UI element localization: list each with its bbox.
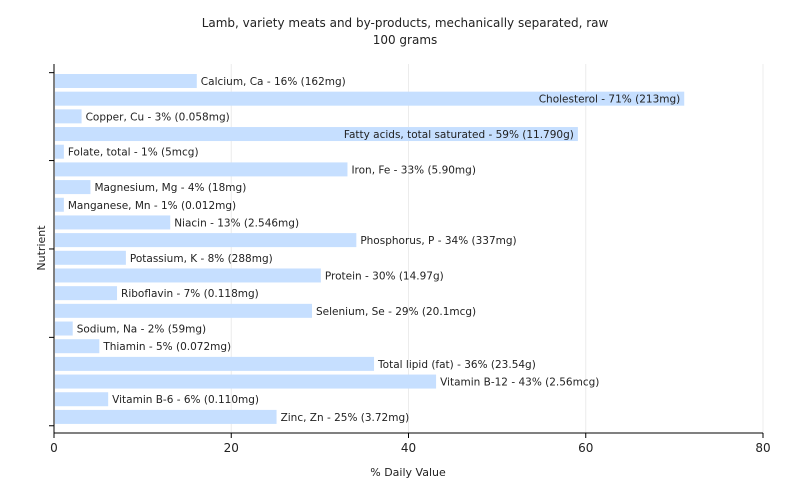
bar-label: Sodium, Na - 2% (59mg) [77, 324, 206, 336]
bar [55, 321, 73, 336]
bar-label: Cholesterol - 71% (213mg) [539, 94, 681, 106]
bar [55, 215, 171, 230]
bar [55, 392, 109, 407]
bar [55, 144, 64, 159]
bar [55, 74, 197, 88]
bar-label: Fatty acids, total saturated - 59% (11.7… [344, 129, 574, 141]
x-tick-label: 40 [401, 441, 416, 455]
bar [55, 162, 348, 177]
chart-subtitle: 100 grams [373, 33, 438, 47]
bar [55, 127, 578, 142]
bar-label: Thiamin - 5% (0.072mg) [102, 341, 231, 353]
bar-label: Magnesium, Mg - 4% (18mg) [94, 182, 246, 194]
bar-label: Niacin - 13% (2.546mg) [174, 217, 299, 229]
bar [55, 109, 82, 124]
bar [55, 91, 685, 106]
bar-label: Total lipid (fat) - 36% (23.54g) [377, 359, 536, 371]
bar [55, 268, 321, 283]
x-tick-label: 60 [578, 441, 593, 455]
bar-label: Selenium, Se - 29% (20.1mcg) [316, 306, 476, 318]
y-axis-label: Nutrient [35, 225, 48, 271]
x-tick-label: 0 [50, 441, 58, 455]
bar [55, 250, 126, 265]
bar-label: Protein - 30% (14.97g) [325, 270, 444, 282]
bar-label: Vitamin B-6 - 6% (0.110mg) [112, 394, 259, 406]
bar [55, 197, 64, 212]
chart-title: Lamb, variety meats and by-products, mec… [202, 16, 609, 30]
bar-label: Riboflavin - 7% (0.118mg) [121, 288, 259, 300]
bar-label: Zinc, Zn - 25% (3.72mg) [281, 412, 410, 424]
bar-label: Folate, total - 1% (5mcg) [68, 147, 199, 159]
bar [55, 409, 277, 424]
bar-label: Calcium, Ca - 16% (162mg) [201, 76, 346, 88]
bar [55, 233, 357, 248]
x-axis-label: % Daily Value [370, 466, 446, 479]
bar-label: Vitamin B-12 - 43% (2.56mcg) [440, 377, 599, 389]
bar [55, 303, 313, 318]
x-tick-label: 80 [755, 441, 770, 455]
bar-label: Iron, Fe - 33% (5.90mg) [351, 164, 475, 176]
bar [55, 286, 118, 301]
bar [55, 374, 437, 389]
bar-label: Phosphorus, P - 34% (337mg) [360, 235, 516, 247]
gridlines [230, 64, 764, 433]
bar-label: Copper, Cu - 3% (0.058mg) [86, 111, 230, 123]
bar-label: Potassium, K - 8% (288mg) [130, 253, 273, 265]
x-tick-label: 20 [224, 441, 239, 455]
bar [55, 180, 91, 195]
bar-label: Manganese, Mn - 1% (0.012mg) [68, 200, 236, 212]
axes: 0 20 40 60 80 [49, 64, 771, 455]
bar [55, 356, 375, 371]
bars: Calcium, Ca - 16% (162mg) Cholesterol - 7… [55, 74, 685, 424]
bar [55, 339, 100, 354]
